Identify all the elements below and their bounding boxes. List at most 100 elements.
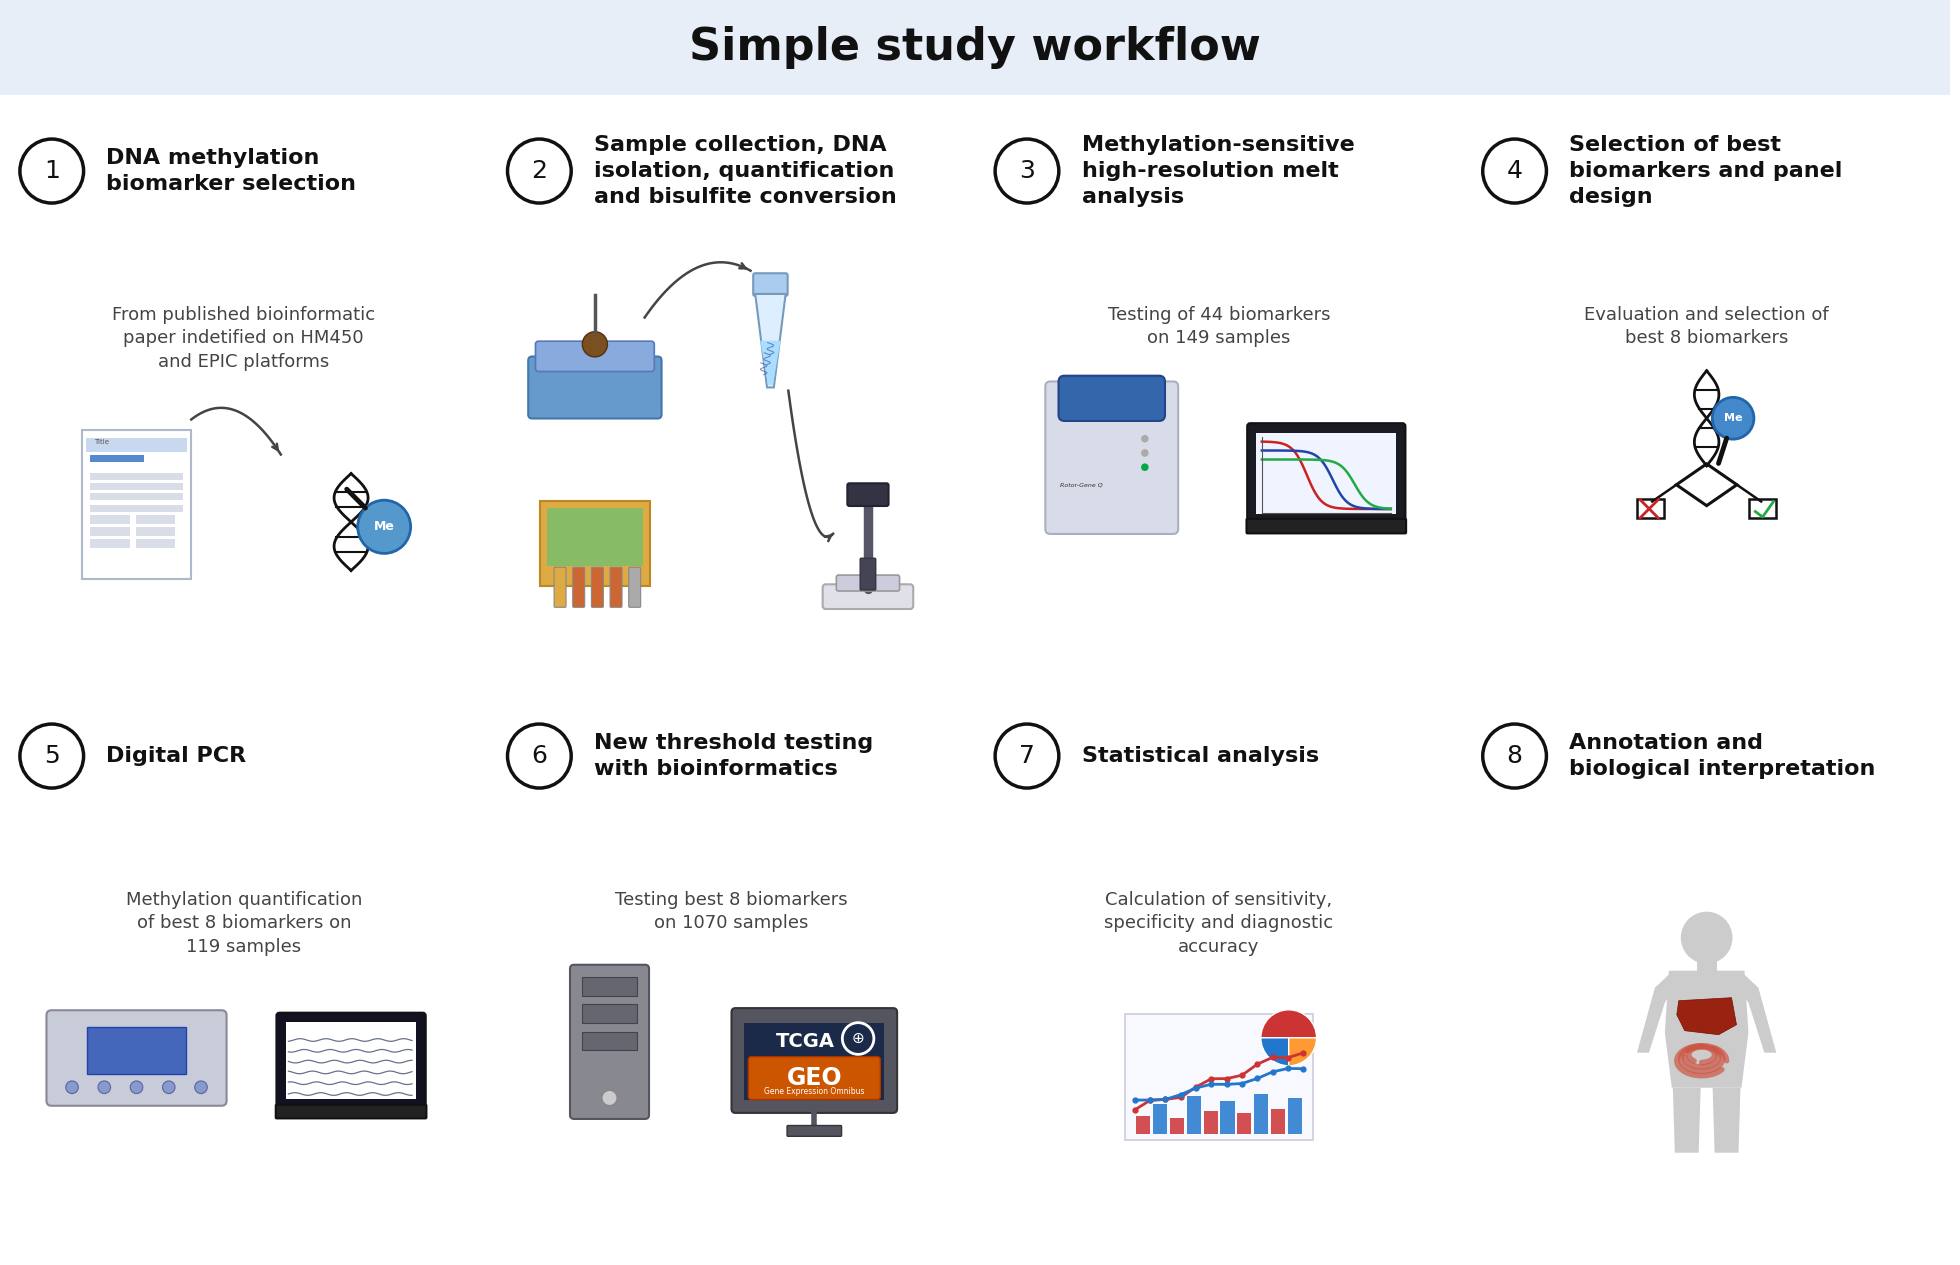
Circle shape xyxy=(163,1082,174,1093)
Text: Selection of best
biomarkers and panel
design: Selection of best biomarkers and panel d… xyxy=(1570,135,1842,206)
FancyBboxPatch shape xyxy=(731,1008,898,1113)
FancyBboxPatch shape xyxy=(788,1126,841,1136)
Text: 2: 2 xyxy=(531,159,547,183)
FancyBboxPatch shape xyxy=(555,567,566,607)
Polygon shape xyxy=(1637,975,1680,1052)
Text: Rotor-Gene Q: Rotor-Gene Q xyxy=(1060,482,1102,487)
Circle shape xyxy=(1682,912,1733,964)
FancyBboxPatch shape xyxy=(1221,1101,1235,1133)
Polygon shape xyxy=(1678,998,1737,1035)
FancyBboxPatch shape xyxy=(0,0,1950,95)
FancyBboxPatch shape xyxy=(1247,424,1405,524)
FancyBboxPatch shape xyxy=(82,430,192,579)
Polygon shape xyxy=(1735,975,1776,1052)
Circle shape xyxy=(1141,449,1149,457)
Text: 5: 5 xyxy=(43,744,59,768)
Polygon shape xyxy=(1672,1088,1701,1152)
FancyBboxPatch shape xyxy=(1237,1113,1250,1133)
FancyBboxPatch shape xyxy=(90,506,184,512)
Circle shape xyxy=(582,331,608,357)
FancyBboxPatch shape xyxy=(860,558,876,589)
FancyBboxPatch shape xyxy=(629,567,641,607)
FancyBboxPatch shape xyxy=(90,454,145,462)
FancyBboxPatch shape xyxy=(753,273,788,296)
Polygon shape xyxy=(755,293,786,387)
Text: From published bioinformatic
paper indetified on HM450
and EPIC platforms: From published bioinformatic paper indet… xyxy=(112,306,376,371)
FancyBboxPatch shape xyxy=(570,965,649,1120)
FancyBboxPatch shape xyxy=(1247,519,1405,534)
Circle shape xyxy=(1713,397,1754,439)
Text: Sample collection, DNA
isolation, quantification
and bisulfite conversion: Sample collection, DNA isolation, quanti… xyxy=(594,135,898,206)
Polygon shape xyxy=(1713,1088,1740,1152)
Text: 1: 1 xyxy=(43,159,59,183)
FancyBboxPatch shape xyxy=(90,528,129,536)
FancyBboxPatch shape xyxy=(610,567,621,607)
Text: Testing of 44 biomarkers
on 149 samples: Testing of 44 biomarkers on 149 samples xyxy=(1107,306,1331,347)
Text: ⊕: ⊕ xyxy=(853,1031,864,1046)
Circle shape xyxy=(1141,435,1149,443)
Text: 4: 4 xyxy=(1507,159,1523,183)
FancyBboxPatch shape xyxy=(90,473,184,481)
FancyBboxPatch shape xyxy=(90,483,184,491)
Text: 8: 8 xyxy=(1507,744,1523,768)
Text: Digital PCR: Digital PCR xyxy=(106,746,247,767)
Wedge shape xyxy=(1260,1037,1288,1066)
FancyBboxPatch shape xyxy=(823,584,913,608)
FancyBboxPatch shape xyxy=(1152,1103,1166,1133)
FancyBboxPatch shape xyxy=(1137,1116,1151,1133)
FancyBboxPatch shape xyxy=(1045,382,1178,534)
Text: Statistical analysis: Statistical analysis xyxy=(1082,746,1319,767)
FancyBboxPatch shape xyxy=(276,1013,425,1108)
FancyBboxPatch shape xyxy=(847,483,888,506)
FancyBboxPatch shape xyxy=(541,501,649,586)
FancyBboxPatch shape xyxy=(837,576,900,591)
FancyBboxPatch shape xyxy=(582,1032,637,1050)
Text: 7: 7 xyxy=(1019,744,1035,768)
FancyBboxPatch shape xyxy=(582,1004,637,1023)
FancyBboxPatch shape xyxy=(135,516,174,525)
FancyBboxPatch shape xyxy=(547,509,643,567)
Circle shape xyxy=(602,1090,617,1106)
FancyBboxPatch shape xyxy=(572,567,584,607)
Text: Annotation and
biological interpretation: Annotation and biological interpretation xyxy=(1570,734,1876,779)
Text: TCGA: TCGA xyxy=(776,1032,835,1051)
Circle shape xyxy=(1141,463,1149,471)
Text: Me: Me xyxy=(1725,414,1742,424)
Text: Evaluation and selection of
best 8 biomarkers: Evaluation and selection of best 8 bioma… xyxy=(1584,306,1829,347)
FancyBboxPatch shape xyxy=(1058,376,1164,421)
Text: GEO: GEO xyxy=(786,1066,843,1090)
FancyBboxPatch shape xyxy=(1170,1118,1184,1133)
Text: Calculation of sensitivity,
specificity and diagnostic
accuracy: Calculation of sensitivity, specificity … xyxy=(1105,891,1333,956)
FancyBboxPatch shape xyxy=(286,1022,416,1099)
Circle shape xyxy=(98,1082,110,1093)
FancyBboxPatch shape xyxy=(1697,942,1717,970)
Text: Methylation-sensitive
high-resolution melt
analysis: Methylation-sensitive high-resolution me… xyxy=(1082,135,1354,206)
Circle shape xyxy=(357,500,412,553)
FancyBboxPatch shape xyxy=(582,978,637,996)
Polygon shape xyxy=(760,340,780,385)
Text: 6: 6 xyxy=(531,744,547,768)
FancyBboxPatch shape xyxy=(1270,1109,1286,1133)
Circle shape xyxy=(194,1082,208,1093)
Polygon shape xyxy=(1664,970,1748,1088)
Text: DNA methylation
biomarker selection: DNA methylation biomarker selection xyxy=(106,148,357,194)
Text: Title: Title xyxy=(94,439,108,445)
Wedge shape xyxy=(1288,1037,1317,1066)
Text: Methylation quantification
of best 8 biomarkers on
119 samples: Methylation quantification of best 8 bio… xyxy=(125,891,363,956)
FancyBboxPatch shape xyxy=(86,438,188,452)
FancyBboxPatch shape xyxy=(745,1022,884,1101)
FancyBboxPatch shape xyxy=(535,342,655,372)
Circle shape xyxy=(67,1082,78,1093)
FancyBboxPatch shape xyxy=(1288,1098,1301,1133)
FancyBboxPatch shape xyxy=(88,1027,186,1074)
Text: New threshold testing
with bioinformatics: New threshold testing with bioinformatic… xyxy=(594,734,874,779)
FancyBboxPatch shape xyxy=(1203,1111,1217,1133)
FancyBboxPatch shape xyxy=(135,528,174,536)
FancyBboxPatch shape xyxy=(90,539,129,549)
FancyBboxPatch shape xyxy=(749,1056,880,1099)
Text: Testing best 8 biomarkers
on 1070 samples: Testing best 8 biomarkers on 1070 sample… xyxy=(615,891,849,932)
FancyBboxPatch shape xyxy=(1125,1013,1313,1140)
Text: Simple study workflow: Simple study workflow xyxy=(690,27,1260,70)
FancyBboxPatch shape xyxy=(90,493,184,501)
Circle shape xyxy=(129,1082,143,1093)
